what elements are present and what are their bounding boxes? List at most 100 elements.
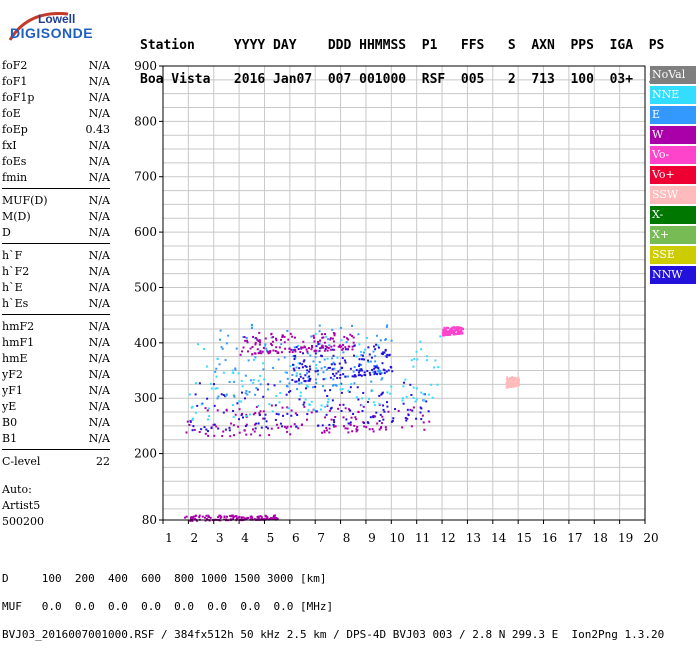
echo-point bbox=[349, 409, 352, 412]
echo-point bbox=[319, 347, 322, 350]
echo-point bbox=[329, 348, 332, 351]
echo-point bbox=[285, 385, 288, 388]
echo-point bbox=[283, 341, 286, 344]
x-tick-label: 18 bbox=[593, 531, 608, 545]
echo-point bbox=[308, 377, 311, 380]
echo-point bbox=[353, 374, 356, 377]
echo-point bbox=[405, 395, 408, 398]
echo-point bbox=[215, 375, 218, 378]
echo-point bbox=[368, 428, 371, 431]
echo-point bbox=[232, 415, 235, 418]
echo-point bbox=[297, 348, 300, 351]
echo-point bbox=[217, 427, 220, 430]
echo-point bbox=[271, 340, 274, 343]
echo-point bbox=[365, 426, 368, 429]
echo-point bbox=[247, 359, 250, 362]
echo-point bbox=[353, 366, 356, 369]
echo-point bbox=[299, 373, 302, 376]
echo-point bbox=[338, 403, 341, 406]
echo-point bbox=[333, 363, 336, 366]
echo-point bbox=[333, 332, 336, 335]
echo-point bbox=[318, 330, 321, 333]
echo-point bbox=[198, 516, 201, 519]
echo-point bbox=[245, 415, 248, 418]
echo-point bbox=[402, 385, 405, 388]
echo-point bbox=[244, 517, 247, 520]
echo-point bbox=[375, 411, 378, 414]
echo-point bbox=[231, 369, 234, 372]
echo-point bbox=[509, 379, 512, 382]
echo-point bbox=[330, 406, 333, 409]
echo-point bbox=[217, 395, 220, 398]
echo-point bbox=[447, 326, 450, 329]
echo-point bbox=[449, 331, 452, 334]
echo-point bbox=[420, 348, 423, 351]
echo-point bbox=[299, 362, 302, 365]
echo-point bbox=[270, 344, 273, 347]
echo-point bbox=[358, 343, 361, 346]
echo-point bbox=[225, 393, 228, 396]
echo-point bbox=[245, 423, 248, 426]
echo-point bbox=[368, 353, 371, 356]
echo-point bbox=[346, 375, 349, 378]
echo-point bbox=[410, 425, 413, 428]
echo-point bbox=[368, 371, 371, 374]
echo-point bbox=[313, 340, 316, 343]
echo-point bbox=[275, 412, 278, 415]
param-value: N/A bbox=[88, 368, 110, 381]
echo-point bbox=[422, 399, 425, 402]
echo-point bbox=[380, 371, 383, 374]
echo-point bbox=[328, 431, 331, 434]
echo-point bbox=[361, 409, 364, 412]
echo-point bbox=[325, 346, 328, 349]
echo-point bbox=[373, 365, 376, 368]
header-columns: Station YYYY DAY DDD HHMMSS P1 FFS S AXN… bbox=[140, 38, 665, 53]
echo-point bbox=[303, 346, 306, 349]
echo-point bbox=[460, 326, 463, 329]
echo-point bbox=[442, 334, 445, 337]
echo-point bbox=[353, 424, 356, 427]
ionogram-plot: 1 2 3 4 5 6 7 8 9 10 11 12 13 14 15 16 17 18 19 20802003004… bbox=[134, 59, 659, 545]
echo-point bbox=[268, 350, 271, 353]
echo-point bbox=[198, 382, 201, 385]
echo-point bbox=[301, 346, 304, 349]
legend-item: SSE bbox=[650, 246, 696, 264]
param-name: h`F bbox=[2, 249, 23, 262]
echo-point bbox=[252, 413, 255, 416]
echo-point bbox=[290, 409, 293, 412]
echo-point bbox=[194, 411, 197, 414]
echo-point bbox=[320, 333, 323, 336]
echo-point bbox=[380, 378, 383, 381]
echo-point bbox=[248, 390, 251, 393]
echo-point bbox=[290, 425, 293, 428]
echo-point bbox=[251, 353, 254, 356]
echo-point bbox=[220, 393, 223, 396]
echo-point bbox=[372, 401, 375, 404]
echo-point bbox=[288, 347, 291, 350]
echo-point bbox=[338, 344, 341, 347]
param-row: C-level 22 bbox=[2, 454, 110, 470]
echo-point bbox=[318, 349, 321, 352]
echo-point bbox=[324, 405, 327, 408]
echo-point bbox=[191, 405, 194, 408]
echo-point bbox=[334, 425, 337, 428]
echo-point bbox=[221, 347, 224, 350]
echo-point bbox=[513, 378, 516, 381]
echo-point bbox=[254, 343, 257, 346]
echo-point bbox=[308, 365, 311, 368]
echo-point bbox=[257, 515, 260, 518]
echo-point bbox=[306, 385, 309, 388]
echo-point bbox=[310, 335, 313, 338]
echo-point bbox=[518, 384, 521, 387]
echo-point bbox=[249, 379, 252, 382]
echo-point bbox=[332, 340, 335, 343]
echo-point bbox=[298, 378, 301, 381]
echo-point bbox=[237, 425, 240, 428]
echo-point bbox=[257, 404, 260, 407]
echo-point bbox=[325, 413, 328, 416]
echo-point bbox=[232, 404, 235, 407]
echo-point bbox=[316, 369, 319, 372]
echo-point bbox=[305, 387, 308, 390]
echo-point bbox=[358, 369, 361, 372]
echo-point bbox=[245, 413, 248, 416]
